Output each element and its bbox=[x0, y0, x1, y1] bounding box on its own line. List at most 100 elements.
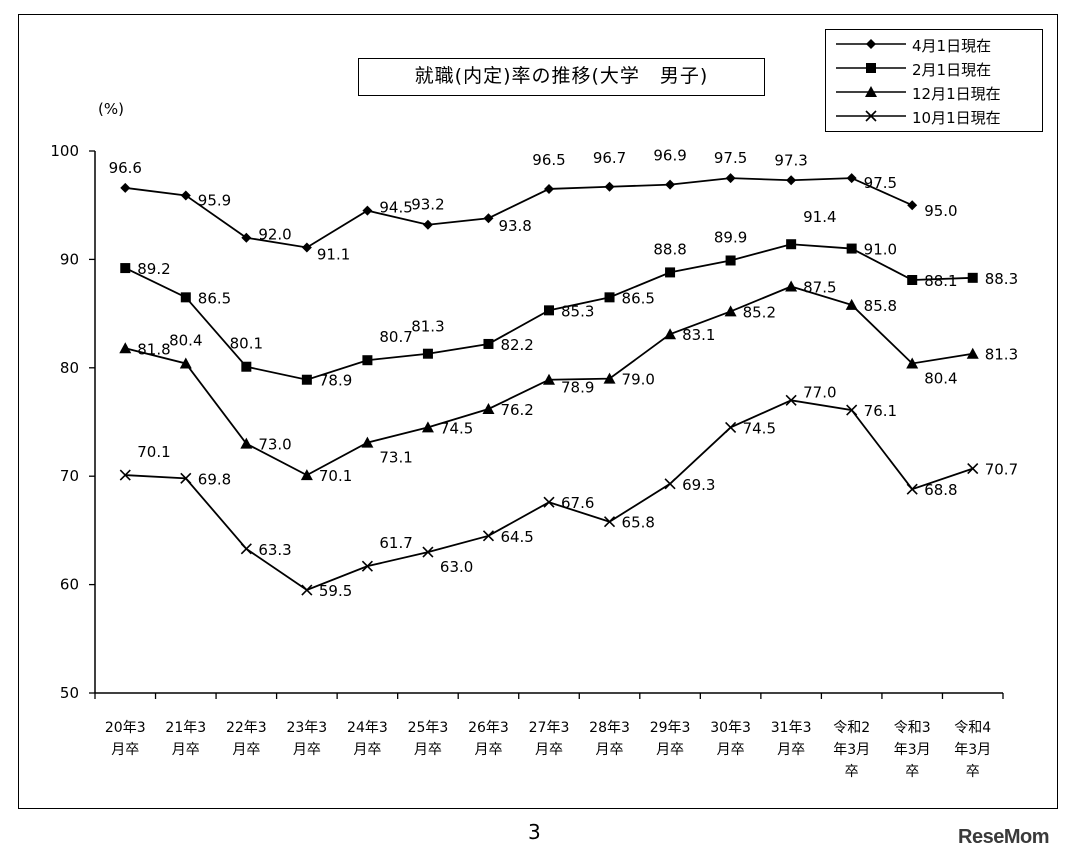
series-2-label-2: 73.0 bbox=[258, 436, 291, 454]
series-1-label-12: 91.0 bbox=[864, 241, 897, 259]
x-tick-label-13: 令和3 年3月卒 bbox=[894, 720, 931, 780]
series-1-point-12 bbox=[846, 243, 857, 254]
series-2-point-12 bbox=[845, 298, 858, 310]
series-2-label-10: 85.2 bbox=[743, 303, 776, 321]
series-0-label-4: 94.5 bbox=[379, 199, 412, 217]
series-2-point-5 bbox=[421, 421, 434, 433]
series-3-point-11 bbox=[785, 394, 797, 406]
series-3-point-3 bbox=[301, 584, 313, 596]
series-0-label-5: 93.2 bbox=[411, 196, 444, 214]
series-2-label-9: 83.1 bbox=[682, 326, 715, 344]
series-0-label-0: 96.6 bbox=[109, 159, 142, 177]
series-1-label-0: 89.2 bbox=[137, 260, 170, 278]
x-tick-label-8: 28年3 月卒 bbox=[589, 720, 630, 758]
series-0-label-3: 91.1 bbox=[317, 245, 350, 263]
series-1-label-1: 86.5 bbox=[198, 289, 231, 307]
legend-item-apr1: 4月1日現在 bbox=[826, 33, 1042, 57]
series-3-label-13: 68.8 bbox=[924, 481, 957, 499]
series-1-label-8: 86.5 bbox=[622, 289, 655, 307]
series-0-point-4 bbox=[362, 205, 373, 216]
series-3-label-9: 69.3 bbox=[682, 476, 715, 494]
y-axis-unit-label: (%) bbox=[98, 100, 124, 118]
y-tick-label-60: 60 bbox=[60, 576, 79, 594]
series-0-label-11: 97.3 bbox=[774, 151, 807, 169]
series-2-label-7: 78.9 bbox=[561, 379, 594, 397]
series-3-label-0: 70.1 bbox=[137, 443, 170, 461]
series-0-label-7: 96.5 bbox=[532, 151, 565, 169]
series-3-point-1 bbox=[180, 472, 192, 484]
series-0-label-10: 97.5 bbox=[714, 149, 747, 167]
series-2-point-4 bbox=[361, 436, 374, 448]
series-0-point-3 bbox=[301, 242, 312, 253]
series-3-point-7 bbox=[543, 496, 555, 508]
legend-label-dec1: 12月1日現在 bbox=[912, 85, 1001, 103]
x-tick-label-0: 20年3 月卒 bbox=[105, 720, 146, 758]
series-2-point-13 bbox=[906, 357, 919, 369]
x-tick-label-3: 23年3 月卒 bbox=[286, 720, 327, 758]
series-line-3 bbox=[125, 399, 974, 592]
series-0-point-0 bbox=[120, 182, 131, 193]
legend-item-oct1: 10月1日現在 bbox=[826, 105, 1042, 129]
series-3-label-7: 67.6 bbox=[561, 494, 594, 512]
series-1-label-14: 88.3 bbox=[985, 270, 1018, 288]
legend-label-feb1: 2月1日現在 bbox=[912, 61, 992, 79]
series-2-label-3: 70.1 bbox=[319, 467, 352, 485]
legend-label-oct1: 10月1日現在 bbox=[912, 109, 1001, 127]
series-0-point-8 bbox=[604, 181, 615, 192]
series-2-label-13: 80.4 bbox=[924, 369, 957, 387]
series-2-point-2 bbox=[240, 437, 253, 449]
series-1-label-7: 85.3 bbox=[561, 302, 594, 320]
x-tick-label-1: 21年3 月卒 bbox=[165, 720, 206, 758]
series-0-point-6 bbox=[483, 213, 494, 224]
series-2-label-4: 73.1 bbox=[379, 449, 412, 467]
series-1-point-2 bbox=[241, 361, 252, 372]
series-1-point-8 bbox=[604, 292, 615, 303]
series-2-label-0: 81.8 bbox=[137, 340, 170, 358]
series-2-point-9 bbox=[664, 328, 677, 340]
series-1-label-10: 89.9 bbox=[714, 228, 747, 246]
series-0-point-10 bbox=[725, 173, 736, 184]
chart-frame bbox=[18, 14, 1058, 809]
page-number: 3 bbox=[528, 820, 541, 844]
series-3-point-2 bbox=[240, 543, 252, 555]
series-0-point-1 bbox=[180, 190, 191, 201]
legend: 4月1日現在 2月1日現在 12月1日現在 10月1日現在 bbox=[825, 29, 1043, 132]
series-0-point-9 bbox=[665, 179, 676, 190]
x-tick-label-11: 31年3 月卒 bbox=[771, 720, 812, 758]
x-tick-label-5: 25年3 月卒 bbox=[408, 720, 449, 758]
series-2-point-1 bbox=[179, 357, 192, 369]
series-1-point-6 bbox=[483, 338, 494, 349]
series-3-label-10: 74.5 bbox=[743, 419, 776, 437]
series-0-label-13: 95.0 bbox=[924, 202, 957, 220]
series-0-point-5 bbox=[422, 219, 433, 230]
series-1-point-11 bbox=[786, 239, 797, 250]
series-1-label-13: 88.1 bbox=[924, 272, 957, 290]
x-tick-label-14: 令和4 年3月卒 bbox=[954, 720, 991, 780]
series-1-point-13 bbox=[907, 274, 918, 285]
series-3-label-5: 63.0 bbox=[440, 558, 473, 576]
series-0-label-6: 93.8 bbox=[498, 217, 531, 235]
series-2-label-5: 74.5 bbox=[440, 419, 473, 437]
series-3-label-8: 65.8 bbox=[622, 514, 655, 532]
series-0-point-7 bbox=[544, 183, 554, 194]
x-tick-label-10: 30年3 月卒 bbox=[710, 720, 751, 758]
chart-title: 就職(内定)率の推移(大学 男子) bbox=[358, 58, 765, 96]
series-1-label-2: 80.1 bbox=[230, 335, 263, 353]
series-1-point-10 bbox=[725, 255, 736, 266]
series-2-label-1: 80.4 bbox=[169, 331, 202, 349]
series-0-label-2: 92.0 bbox=[258, 226, 291, 244]
series-3-point-6 bbox=[482, 530, 495, 542]
series-3-label-11: 77.0 bbox=[803, 383, 836, 401]
series-3-point-14 bbox=[967, 463, 979, 475]
series-3-label-1: 69.8 bbox=[198, 470, 231, 488]
series-3-point-8 bbox=[603, 516, 616, 528]
series-0-point-12 bbox=[846, 173, 857, 184]
series-1-point-1 bbox=[180, 292, 191, 303]
legend-item-dec1: 12月1日現在 bbox=[826, 81, 1042, 105]
series-1-label-3: 78.9 bbox=[319, 372, 352, 390]
y-tick-label-90: 90 bbox=[60, 250, 79, 268]
legend-label-apr1: 4月1日現在 bbox=[912, 37, 992, 55]
y-tick-label-80: 80 bbox=[60, 359, 79, 377]
series-2-label-12: 85.8 bbox=[864, 297, 897, 315]
